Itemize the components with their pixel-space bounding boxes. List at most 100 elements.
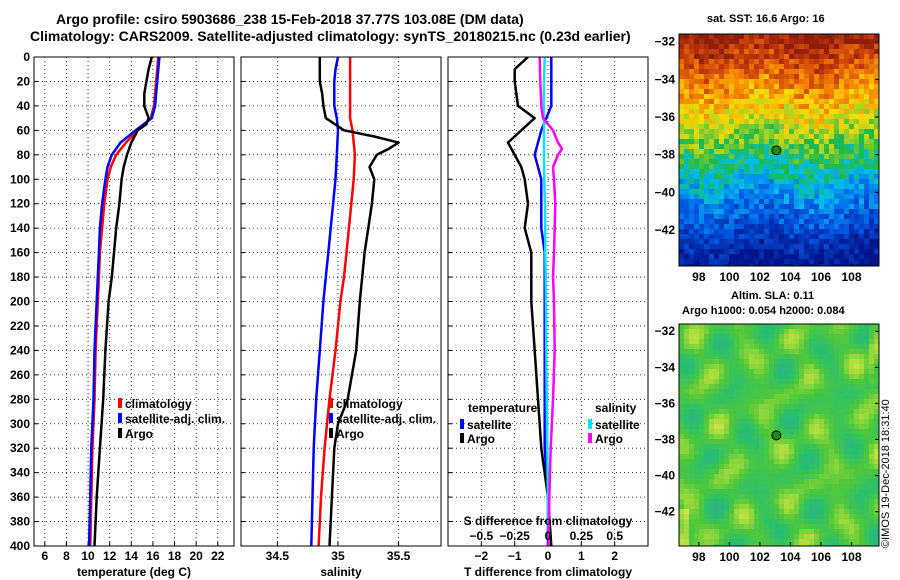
map-cell bbox=[679, 234, 684, 239]
map-cell bbox=[799, 149, 804, 154]
map-cell bbox=[784, 234, 789, 239]
map-cell bbox=[844, 439, 849, 444]
map-cell bbox=[829, 419, 834, 424]
map-cell bbox=[744, 519, 749, 524]
map-cell bbox=[874, 129, 879, 134]
map-cell bbox=[824, 129, 829, 134]
map-cell bbox=[784, 474, 789, 479]
map-cell bbox=[749, 34, 754, 39]
map-cell bbox=[809, 44, 814, 49]
map-cell bbox=[819, 139, 824, 144]
map-cell bbox=[864, 519, 869, 524]
map-cell bbox=[714, 219, 719, 224]
map-cell bbox=[724, 479, 729, 484]
map-cell bbox=[789, 329, 794, 334]
map-cell bbox=[739, 39, 744, 44]
map-cell bbox=[749, 264, 754, 266]
map-cell bbox=[859, 509, 864, 514]
depth-tick-label: 200 bbox=[10, 295, 30, 309]
map-cell bbox=[729, 519, 734, 524]
map-cell bbox=[854, 179, 859, 184]
map-cell bbox=[754, 239, 759, 244]
map-cell bbox=[719, 264, 724, 266]
map-cell bbox=[724, 469, 729, 474]
map-cell bbox=[824, 74, 829, 79]
map-cell bbox=[874, 189, 879, 194]
map-cell bbox=[769, 484, 774, 489]
map-cell bbox=[749, 339, 754, 344]
x-tick-label: 12 bbox=[103, 549, 117, 563]
map-cell bbox=[739, 54, 744, 59]
map-cell bbox=[764, 529, 769, 534]
map-cell bbox=[814, 124, 819, 129]
map-cell bbox=[829, 384, 834, 389]
map-cell bbox=[804, 114, 809, 119]
map-cell bbox=[679, 414, 684, 419]
map-cell bbox=[804, 224, 809, 229]
sla-map-title-line1: Altim. SLA: 0.11 bbox=[731, 290, 815, 302]
map-cell bbox=[794, 484, 799, 489]
map-cell bbox=[694, 69, 699, 74]
map-cell bbox=[854, 449, 859, 454]
map-cell bbox=[719, 214, 724, 219]
map-cell bbox=[839, 54, 844, 59]
map-cell bbox=[729, 354, 734, 359]
map-cell bbox=[784, 454, 789, 459]
map-cell bbox=[679, 164, 684, 169]
map-cell bbox=[759, 374, 764, 379]
map-cell bbox=[699, 214, 704, 219]
map-cell bbox=[844, 344, 849, 349]
map-cell bbox=[869, 499, 874, 504]
map-cell bbox=[844, 534, 849, 539]
map-cell bbox=[794, 39, 799, 44]
map-cell bbox=[719, 64, 724, 69]
map-cell bbox=[874, 134, 879, 139]
map-cell bbox=[759, 114, 764, 119]
map-cell bbox=[804, 464, 809, 469]
map-cell bbox=[819, 174, 824, 179]
map-cell bbox=[869, 434, 874, 439]
map-cell bbox=[699, 74, 704, 79]
map-cell bbox=[834, 249, 839, 254]
map-cell bbox=[859, 129, 864, 134]
map-cell bbox=[749, 79, 754, 84]
map-cell bbox=[819, 339, 824, 344]
map-cell bbox=[709, 394, 714, 399]
map-cell bbox=[719, 519, 724, 524]
map-cell bbox=[764, 339, 769, 344]
map-cell bbox=[684, 154, 689, 159]
map-cell bbox=[694, 144, 699, 149]
map-cell bbox=[709, 139, 714, 144]
map-cell bbox=[814, 339, 819, 344]
map-cell bbox=[794, 479, 799, 484]
map-cell bbox=[804, 59, 809, 64]
map-cell bbox=[779, 244, 784, 249]
map-cell bbox=[814, 429, 819, 434]
map-cell bbox=[744, 354, 749, 359]
map-cell bbox=[779, 404, 784, 409]
map-cell bbox=[789, 179, 794, 184]
map-cell bbox=[719, 369, 724, 374]
map-cell bbox=[844, 94, 849, 99]
map-cell bbox=[704, 389, 709, 394]
map-cell bbox=[839, 224, 844, 229]
map-cell bbox=[789, 369, 794, 374]
map-cell bbox=[694, 349, 699, 354]
map-cell bbox=[749, 434, 754, 439]
map-cell bbox=[699, 244, 704, 249]
map-cell bbox=[824, 49, 829, 54]
map-cell bbox=[704, 459, 709, 464]
map-cell bbox=[839, 349, 844, 354]
map-cell bbox=[839, 539, 844, 544]
map-cell bbox=[794, 224, 799, 229]
map-cell bbox=[789, 439, 794, 444]
map-cell bbox=[744, 384, 749, 389]
map-cell bbox=[814, 114, 819, 119]
map-cell bbox=[864, 524, 869, 529]
map-cell bbox=[874, 174, 879, 179]
map-frame bbox=[678, 323, 880, 547]
map-cell bbox=[874, 169, 879, 174]
map-cell bbox=[744, 409, 749, 414]
map-cell bbox=[724, 214, 729, 219]
map-cell bbox=[839, 384, 844, 389]
